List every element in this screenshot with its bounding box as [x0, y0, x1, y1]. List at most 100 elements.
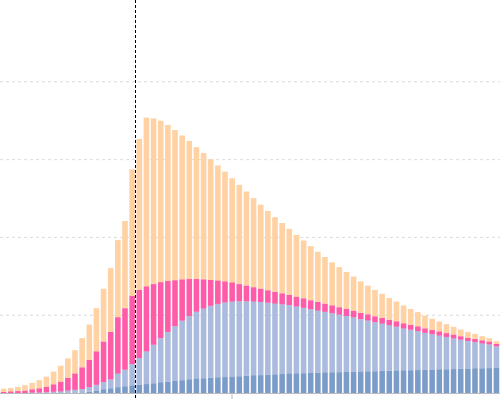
bar-segment — [365, 371, 371, 393]
bar-segment — [22, 390, 28, 393]
bar-segment — [450, 338, 457, 370]
bar-segment — [479, 336, 485, 341]
bar-segment — [329, 262, 335, 306]
bar-segment — [315, 372, 321, 393]
bar-segment — [250, 375, 257, 393]
bar-segment — [457, 339, 464, 369]
bar-segment — [415, 370, 421, 393]
bar-segment — [86, 324, 93, 360]
bar-segment — [272, 303, 278, 375]
bar-segment — [372, 316, 378, 323]
bar-segment — [272, 291, 278, 304]
bar-segment — [243, 285, 250, 302]
bar-segment — [86, 359, 93, 388]
bar-segment — [193, 147, 200, 280]
bar-segment — [93, 308, 100, 352]
bar-segment — [357, 281, 364, 313]
bar-segment — [215, 280, 221, 304]
bar-segment — [93, 351, 100, 385]
bar-segment — [415, 312, 421, 327]
bar-segment — [422, 332, 428, 370]
bar-segment — [43, 376, 50, 387]
bar-segment — [86, 387, 93, 392]
bar-segment — [65, 390, 71, 393]
bar-segment — [400, 305, 407, 324]
bar-segment — [222, 302, 228, 378]
bar-segment — [200, 279, 207, 309]
bar-segment — [486, 368, 493, 393]
bar-segment — [107, 388, 114, 393]
bar-segment — [229, 376, 235, 393]
bar-segment — [465, 331, 471, 338]
bar-segment — [150, 118, 157, 285]
bar-segment — [293, 373, 300, 393]
bar-segment — [243, 301, 250, 376]
bar-segment — [122, 308, 128, 370]
bar-segment — [357, 371, 364, 393]
bar-segment — [157, 382, 164, 393]
bar-segment — [172, 280, 178, 327]
bar-segment — [372, 289, 378, 317]
bar-segment — [222, 377, 228, 393]
bar-segment — [436, 335, 443, 370]
bar-segment — [407, 370, 414, 393]
bar-segment — [222, 171, 228, 282]
bar-segment — [222, 281, 228, 303]
bar-segment — [100, 288, 107, 342]
bar-segment — [429, 318, 435, 330]
bar-segment — [193, 311, 200, 379]
bar-segment — [372, 322, 378, 372]
bar-segment — [407, 324, 414, 330]
bar-segment — [136, 289, 143, 358]
bar-segment — [322, 257, 328, 304]
bar-segment — [207, 159, 214, 280]
bar-segment — [150, 284, 157, 345]
bar-segment — [172, 326, 178, 381]
bar-segment — [93, 390, 100, 393]
bar-segment — [150, 383, 157, 393]
bar-segment — [93, 384, 100, 391]
bar-segment — [293, 296, 300, 307]
bar-segment — [129, 295, 135, 365]
bar-segment — [257, 301, 264, 376]
bar-segment — [7, 387, 14, 392]
bar-segment — [150, 344, 157, 384]
bar-segment — [450, 369, 457, 393]
bar-segment — [72, 373, 78, 390]
bar-segment — [286, 294, 293, 306]
bar-segment — [343, 315, 350, 372]
bar-segment — [29, 382, 35, 390]
bar-segment — [207, 305, 214, 378]
bar-segment — [207, 279, 214, 306]
bar-segment — [450, 326, 457, 335]
bar-segment — [393, 301, 400, 322]
bar-segment — [350, 276, 357, 311]
bar-segment — [493, 367, 500, 393]
bar-segment — [193, 279, 200, 312]
bar-segment — [272, 374, 278, 393]
bar-segment — [307, 300, 314, 310]
bar-segment — [200, 152, 207, 280]
bar-segment — [343, 371, 350, 393]
x-axis — [0, 393, 500, 399]
bar-segment — [300, 373, 307, 393]
bar-segment — [186, 315, 193, 380]
bar-segment — [336, 314, 343, 373]
bar-segment — [293, 306, 300, 374]
bar-segment — [443, 369, 450, 393]
bar-segment — [472, 368, 478, 393]
bar-segment — [493, 346, 500, 368]
bar-segment — [65, 377, 71, 391]
bar-segment — [422, 315, 428, 329]
bar-segment — [486, 344, 493, 369]
bar-segment — [329, 372, 335, 393]
bar-segment — [0, 391, 7, 393]
bar-segment — [357, 312, 364, 320]
bar-segment — [472, 342, 478, 369]
bar-segment — [0, 388, 7, 392]
bar-segment — [415, 326, 421, 332]
bar-segment — [229, 301, 235, 377]
bar-segment — [29, 389, 35, 393]
bar-segment — [200, 308, 207, 379]
